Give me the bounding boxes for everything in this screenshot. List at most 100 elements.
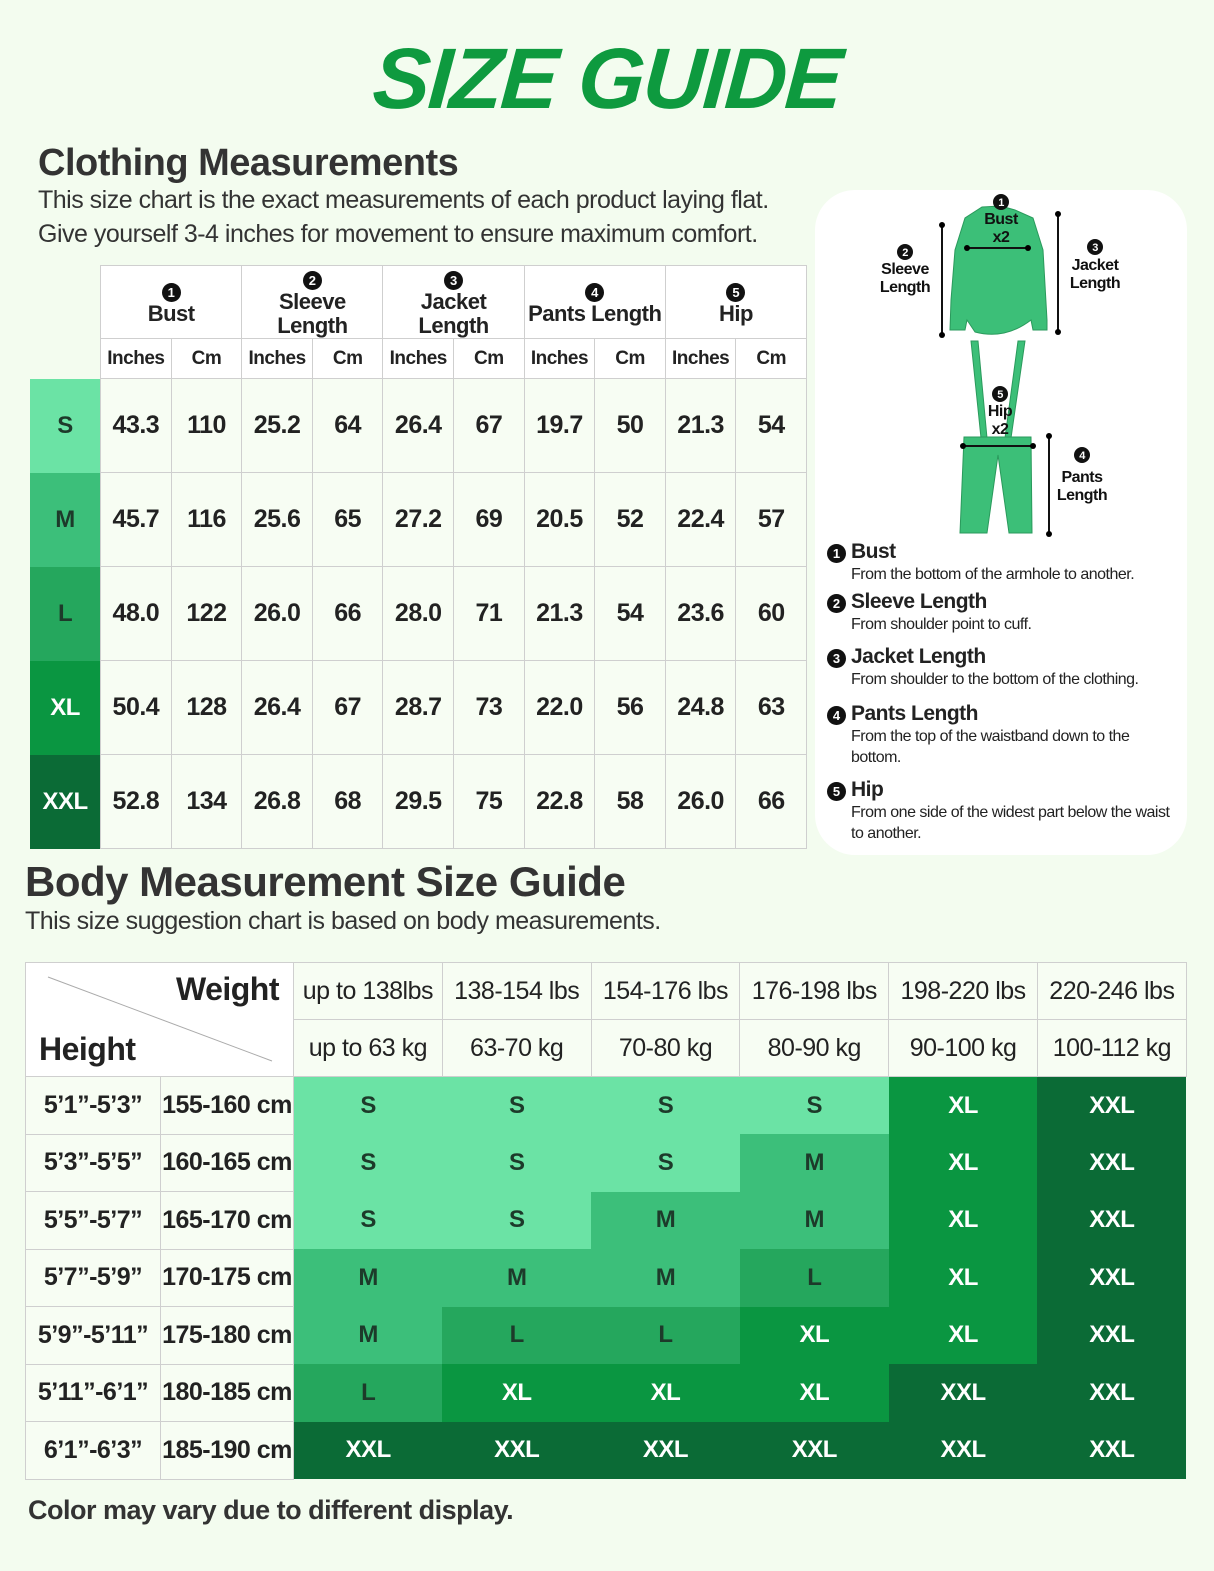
- definition-text: From the top of the waistband down to th…: [851, 728, 1130, 766]
- svg-text:4: 4: [1079, 450, 1086, 462]
- height-cm: 165-170 cm: [160, 1191, 294, 1250]
- column-group-jacket-length: 3 Jacket Length: [382, 265, 525, 339]
- svg-text:2: 2: [902, 247, 908, 259]
- corner-cell: [30, 339, 101, 379]
- measurement-cell: 20.5: [523, 472, 596, 567]
- table-row: 5’9”-5’11” 175-180 cm M L L XL XL XXL: [25, 1306, 1187, 1365]
- measurement-cell: 58: [594, 754, 666, 849]
- weight-kg-header: 63-70 kg: [441, 1019, 592, 1077]
- measurement-cell: 26.0: [241, 566, 313, 661]
- size-cell: M: [739, 1134, 889, 1192]
- measurement-cell: 52.8: [100, 754, 172, 849]
- table-row: 5’1”-5’3” 155-160 cm S S S S XL XXL: [25, 1076, 1187, 1135]
- measurement-cell: 26.8: [241, 754, 313, 849]
- measurement-cell: 29.5: [382, 754, 455, 849]
- weight-lbs-header: 198-220 lbs: [888, 962, 1038, 1020]
- measurement-cell: 69: [453, 472, 525, 567]
- size-cell: L: [739, 1249, 889, 1307]
- number-badge-icon: 5: [827, 782, 846, 801]
- table-row: L 48.0 122 26.0 66 28.0 71 21.3 54 23.6 60: [30, 566, 808, 661]
- number-badge-icon: 4: [827, 706, 846, 725]
- weight-kg-header: 70-80 kg: [590, 1019, 741, 1077]
- table-row: XL 50.4 128 26.4 67 28.7 73 22.0 56 24.8 63: [30, 660, 808, 755]
- weight-kg-header: 100-112 kg: [1036, 1019, 1187, 1077]
- number-badge-icon: 1: [161, 283, 181, 302]
- number-badge-icon: 5: [726, 283, 746, 302]
- definition-text: From one side of the widest part below t…: [851, 804, 1170, 842]
- definition-2: 2 Sleeve Length From shoulder point to cuf…: [827, 590, 1182, 635]
- measurement-cell: 67: [311, 660, 384, 755]
- measurement-cell: 64: [311, 378, 384, 473]
- measurement-cell: 22.4: [664, 472, 737, 567]
- garment-diagram: Bust x2 Sleeve Length Jacket Length Hip …: [880, 194, 1121, 537]
- unit-header: Cm: [311, 338, 384, 379]
- column-group-label: Jacket Length: [418, 289, 489, 338]
- height-cm: 180-185 cm: [160, 1363, 294, 1422]
- unit-header: Inches: [241, 338, 313, 379]
- size-cell: XXL: [1037, 1134, 1187, 1192]
- weight-lbs-header: 154-176 lbs: [590, 962, 741, 1020]
- size-cell: XL: [739, 1364, 889, 1422]
- diagram-pants-label-2: Length: [1057, 487, 1107, 504]
- measurement-cell: 54: [594, 566, 666, 661]
- diagram-jacket-label: Jacket: [1072, 257, 1120, 274]
- measurement-cell: 50.4: [100, 660, 172, 755]
- column-group-bust: 1 Bust: [100, 265, 243, 339]
- size-label: XL: [30, 660, 101, 755]
- measurement-cell: 75: [453, 754, 525, 849]
- size-cell: S: [442, 1191, 592, 1249]
- measurement-cell: 65: [311, 472, 384, 567]
- size-cell: S: [293, 1134, 443, 1192]
- measurement-cell: 24.8: [664, 660, 737, 755]
- size-cell: S: [293, 1191, 443, 1249]
- definition-5: 5 Hip From one side of the widest part bel…: [827, 778, 1182, 844]
- size-cell: XXL: [442, 1421, 592, 1479]
- number-badge-icon: 2: [827, 594, 846, 613]
- size-label: XXL: [30, 754, 101, 849]
- number-badge-icon: 4: [585, 283, 605, 302]
- overalls-illustration: [959, 340, 1033, 534]
- corner-cell: [30, 266, 101, 339]
- svg-text:5: 5: [997, 389, 1003, 401]
- weight-kg-header: 80-90 kg: [739, 1019, 890, 1077]
- size-cell: XXL: [1037, 1421, 1187, 1479]
- diagram-hip-x2: x2: [992, 421, 1009, 438]
- size-cell: L: [442, 1306, 592, 1364]
- unit-header: Cm: [170, 338, 243, 379]
- measurement-cell: 19.7: [523, 378, 596, 473]
- measurement-cell: 67: [453, 378, 525, 473]
- size-cell: M: [591, 1191, 740, 1249]
- height-cm: 185-190 cm: [160, 1421, 294, 1480]
- body-subtitle: This size suggestion chart is based on b…: [25, 907, 661, 935]
- column-group-sleeve-length: 2 Sleeve Length: [241, 265, 384, 339]
- measurement-diagram-card: Bust x2 Sleeve Length Jacket Length Hip …: [815, 190, 1187, 855]
- column-group-label: Bust: [147, 301, 195, 326]
- unit-header: Cm: [735, 338, 808, 379]
- size-cell: S: [739, 1076, 889, 1134]
- diagram-hip-label: Hip: [988, 403, 1013, 420]
- size-cell: M: [293, 1306, 443, 1364]
- table-row: 5’3”-5’5” 160-165 cm S S S M XL XXL: [25, 1133, 1187, 1192]
- definition-title: Hip: [851, 778, 884, 801]
- measurement-cell: 52: [594, 472, 666, 567]
- size-cell: XL: [888, 1076, 1038, 1134]
- column-group-hip: 5 Hip: [664, 265, 808, 339]
- measurement-cell: 45.7: [100, 472, 172, 567]
- unit-header: Cm: [594, 338, 666, 379]
- measurement-cell: 23.6: [664, 566, 737, 661]
- unit-header: Inches: [382, 338, 455, 379]
- size-cell: S: [293, 1076, 443, 1134]
- definition-1: 1 Bust From the bottom of the armhole to a…: [827, 540, 1182, 585]
- measurement-cell: 28.0: [382, 566, 455, 661]
- size-cell: XL: [739, 1306, 889, 1364]
- number-badge-icon: 3: [444, 271, 464, 290]
- size-cell: XL: [888, 1306, 1038, 1364]
- height-cm: 170-175 cm: [160, 1248, 294, 1307]
- number-badge-icon: 1: [827, 544, 846, 563]
- size-cell: XXL: [293, 1421, 443, 1479]
- definition-text: From shoulder to the bottom of the cloth…: [851, 671, 1139, 688]
- size-cell: S: [591, 1134, 740, 1192]
- measurement-cell: 122: [170, 566, 243, 661]
- height-cm: 160-165 cm: [160, 1133, 294, 1192]
- weight-kg-header: 90-100 kg: [888, 1019, 1038, 1077]
